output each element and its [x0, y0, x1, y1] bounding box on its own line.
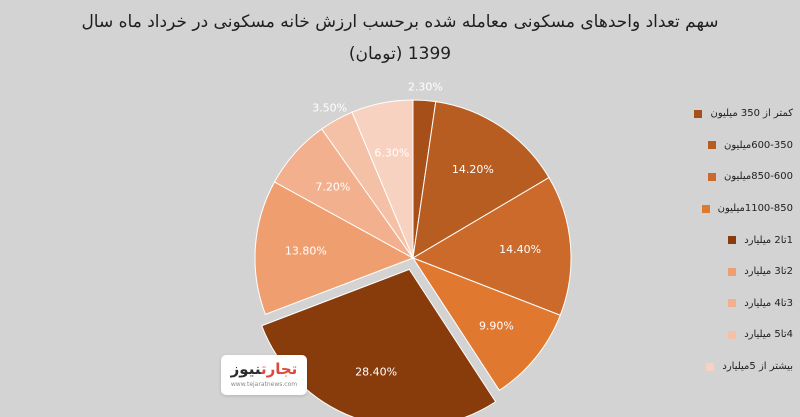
legend-label: 2تا3 میلیارد [744, 266, 793, 278]
legend-item: 2تا3 میلیارد [593, 256, 793, 288]
legend-item: 850-600میلیون [593, 161, 793, 193]
legend-item: 1تا2 میلیارد [593, 224, 793, 256]
legend-label: 1تا2 میلیارد [744, 234, 793, 246]
legend-item: 600-350میلیون [593, 130, 793, 162]
legend-label: 4تا5 میلیارد [744, 329, 793, 341]
chart-title: سهم تعداد واحدهای مسکونی معامله شده برحس… [0, 6, 800, 70]
pie-slice [411, 176, 572, 316]
data-label: 14.40% [499, 243, 541, 256]
legend-swatch [728, 299, 737, 308]
legend-label: بیشتر از 5میلیارد [722, 361, 793, 373]
logo-wordmark: تجارتنیوز [221, 357, 307, 381]
logo-url: www.tejaratnews.com [230, 381, 298, 388]
legend-swatch [707, 172, 716, 181]
legend-item: بیشتر از 5میلیارد [593, 351, 793, 383]
pie-slice [412, 101, 550, 259]
data-label: 3.50% [312, 102, 347, 115]
legend-label: 1100-850میلیون [717, 203, 793, 215]
data-label: 13.80% [285, 245, 327, 258]
data-label: 2.30% [408, 80, 443, 93]
chart-title-line1: سهم تعداد واحدهای مسکونی معامله شده برحس… [81, 12, 719, 32]
legend-label: 3تا4 میلیارد [744, 297, 793, 309]
legend-swatch [728, 330, 737, 339]
legend-label: کمتر از 350 میلیون [710, 108, 793, 120]
data-label: 7.20% [315, 180, 350, 193]
legend-label: 600-350میلیون [723, 139, 793, 151]
legend-item: 4تا5 میلیارد [593, 319, 793, 351]
legend-swatch [728, 267, 737, 276]
legend-swatch [694, 109, 703, 118]
pie-slice [254, 181, 415, 315]
legend-item: کمتر از 350 میلیون [593, 98, 793, 130]
logo-part-1: تجارت [260, 360, 298, 378]
tejaratnews-logo: تجارتنیوز www.tejaratnews.com [221, 355, 307, 395]
chart-title-line2: 1399 (تومان) [348, 44, 452, 64]
logo-part-2: نیوز [230, 360, 261, 378]
pie-slice [351, 99, 414, 259]
data-label: 14.20% [452, 163, 494, 176]
data-label: 9.90% [479, 320, 514, 333]
legend-swatch [706, 362, 715, 371]
legend-swatch [701, 204, 710, 213]
legend-label: 850-600میلیون [723, 171, 793, 183]
chart-legend: کمتر از 350 میلیون 600-350میلیون 850-600می… [593, 98, 793, 382]
legend-item: 1100-850میلیون [593, 193, 793, 225]
legend-swatch [728, 236, 737, 245]
data-label: 28.40% [355, 366, 397, 379]
data-label: 6.30% [374, 147, 409, 160]
pie-slice [411, 256, 561, 392]
legend-swatch [707, 141, 716, 150]
legend-item: 3تا4 میلیارد [593, 288, 793, 320]
